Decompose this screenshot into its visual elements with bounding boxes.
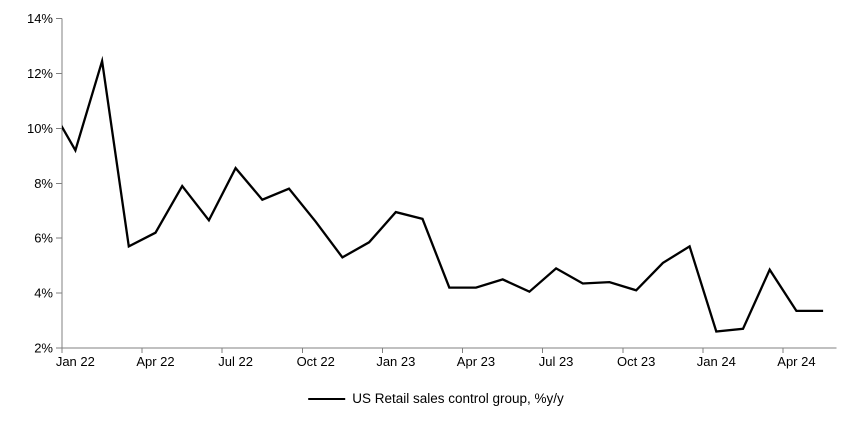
x-tick-label: Apr 22: [136, 354, 174, 369]
x-tick-label: Oct 23: [617, 354, 655, 369]
x-tick-label: Jul 23: [539, 354, 574, 369]
y-tick-label: 4%: [34, 286, 53, 301]
legend: US Retail sales control group, %y/y: [308, 391, 564, 406]
x-tick-label: Jan 23: [376, 354, 415, 369]
x-tick-label: Oct 22: [297, 354, 335, 369]
y-tick-label: 14%: [27, 11, 53, 26]
y-tick-label: 6%: [34, 231, 53, 246]
y-tick-label: 8%: [34, 176, 53, 191]
x-tick-label: Jan 22: [56, 354, 95, 369]
legend-label: US Retail sales control group, %y/y: [352, 391, 564, 406]
data-line: [62, 55, 824, 333]
x-tick-label: Apr 23: [457, 354, 495, 369]
x-tick-label: Jul 22: [218, 354, 253, 369]
x-tick-label: Apr 24: [777, 354, 815, 369]
legend-line-sample: [308, 397, 346, 400]
x-tick-label: Jan 24: [697, 354, 736, 369]
y-tick-label: 12%: [27, 66, 53, 81]
y-tick-label: 10%: [27, 121, 53, 136]
y-tick-label: 2%: [34, 341, 53, 356]
